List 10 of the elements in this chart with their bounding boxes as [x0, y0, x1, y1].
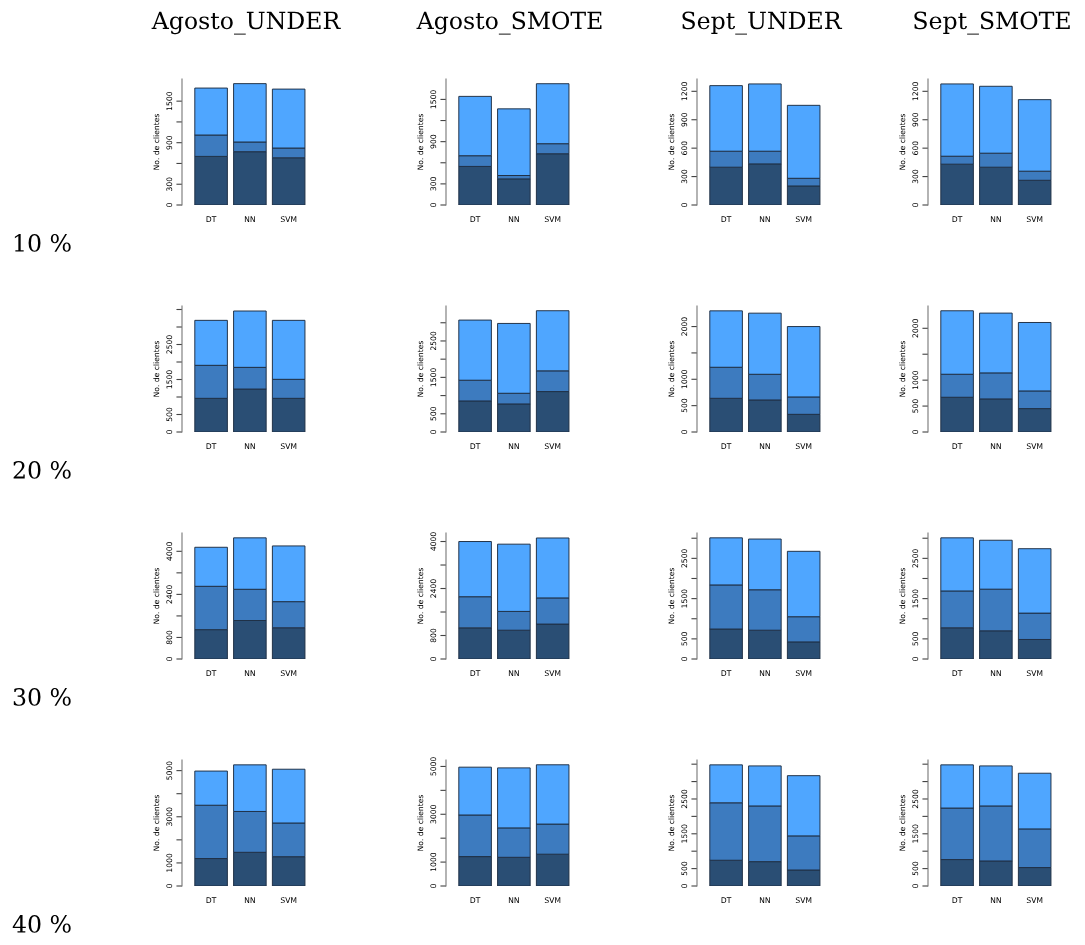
chart-title: Agosto_SMOTE: [416, 11, 602, 35]
text: 10 %: [14, 233, 71, 252]
bar: [497, 108, 531, 176]
chart-title: Agosto_UNDER: [151, 11, 341, 35]
text: 40 %: [12, 914, 71, 933]
chart-title: Sept_SMOTE: [914, 11, 1070, 35]
bar: [497, 178, 531, 205]
text: 20 %: [13, 460, 71, 479]
chart-title: Sept_UNDER: [682, 11, 843, 35]
text: 30 %: [13, 687, 71, 706]
